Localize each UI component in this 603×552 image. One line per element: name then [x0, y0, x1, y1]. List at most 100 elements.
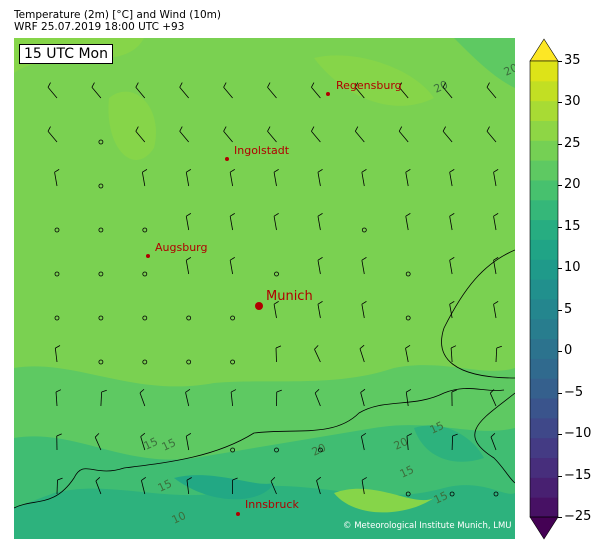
- colorbar-tick-label: 20: [564, 177, 581, 193]
- temperature-patches: [14, 38, 515, 539]
- wind-barb: [361, 301, 367, 319]
- city-marker: [146, 254, 150, 258]
- wind-barb: [179, 82, 190, 99]
- wind-barb: [185, 213, 192, 231]
- calm-wind-marker: [98, 183, 104, 189]
- wind-barb: [361, 477, 367, 495]
- wind-barb: [275, 345, 282, 363]
- wind-barb: [100, 389, 107, 407]
- wind-barb: [405, 169, 411, 187]
- city-label: Innsbruck: [245, 498, 299, 511]
- colorbar-bin: [530, 179, 558, 201]
- wind-barb: [185, 433, 192, 451]
- calm-wind-marker: [317, 447, 323, 453]
- wind-barb: [486, 82, 497, 99]
- wind-barb: [270, 477, 277, 495]
- wind-barb: [229, 169, 235, 187]
- wind-barb: [276, 389, 282, 407]
- colorbar: [529, 38, 559, 540]
- wind-barb: [223, 82, 233, 99]
- wind-barb: [406, 433, 412, 451]
- city-marker: [326, 92, 330, 96]
- wind-barb: [317, 169, 323, 187]
- wind-barb: [449, 301, 455, 319]
- calm-wind-marker: [405, 271, 411, 277]
- colorbar-bin: [530, 61, 558, 82]
- wind-barb: [398, 126, 409, 143]
- wind-barb: [47, 126, 58, 143]
- wind-barb: [179, 126, 190, 143]
- colorbar-bin: [530, 219, 558, 240]
- wind-barb: [141, 476, 147, 495]
- wind-barb: [360, 388, 366, 407]
- wind-barb: [493, 301, 499, 319]
- wind-barb: [405, 345, 411, 363]
- wind-barb: [486, 126, 497, 143]
- wind-barb: [314, 345, 321, 363]
- calm-wind-marker: [361, 227, 367, 233]
- wind-barb: [449, 169, 455, 187]
- wind-barb: [451, 433, 458, 451]
- colorbar-bin: [530, 417, 558, 439]
- calm-wind-marker: [142, 227, 148, 233]
- wind-barb: [489, 389, 497, 407]
- calm-wind-marker: [186, 315, 192, 321]
- wind-barb: [55, 389, 62, 407]
- calm-wind-marker: [449, 491, 455, 497]
- wind-barb: [54, 345, 61, 363]
- wind-barb: [360, 432, 367, 451]
- calm-wind-marker: [493, 491, 499, 497]
- colorbar-bin: [530, 120, 558, 141]
- calm-wind-marker: [230, 315, 236, 321]
- wind-barb: [267, 82, 277, 99]
- calm-wind-marker: [274, 271, 279, 277]
- contour-label: 20: [310, 441, 328, 459]
- wind-barb: [267, 126, 277, 143]
- wind-barb: [317, 213, 323, 231]
- wind-barb: [185, 169, 192, 187]
- colorbar-tick-label: −15: [564, 467, 592, 483]
- wind-barb: [47, 82, 58, 99]
- calm-wind-marker: [186, 359, 192, 365]
- city-label: Ingolstadt: [234, 144, 290, 157]
- wind-barb: [314, 389, 321, 407]
- calm-wind-marker: [98, 359, 104, 365]
- wind-barb: [141, 169, 148, 187]
- chart-subtitle: WRF 25.07.2019 18:00 UTC +93: [14, 21, 185, 33]
- wind-barb: [56, 477, 63, 495]
- wind-barb: [54, 169, 60, 187]
- wind-barb: [449, 257, 455, 275]
- colorbar-tick-label: 25: [564, 135, 581, 151]
- colorbar-bin: [530, 338, 558, 359]
- wind-barb: [354, 126, 365, 143]
- wind-barb: [135, 82, 146, 99]
- wind-barb: [451, 389, 457, 407]
- wind-barb: [442, 126, 453, 143]
- wind-barb: [311, 82, 321, 99]
- wind-barb: [361, 169, 367, 187]
- colorbar-bin: [530, 140, 558, 161]
- wind-barb: [311, 126, 321, 143]
- calm-wind-marker: [230, 359, 236, 365]
- wind-barb: [405, 213, 411, 231]
- city-marker: [225, 157, 229, 161]
- wind-barb: [490, 432, 497, 451]
- colorbar-bin: [530, 199, 558, 221]
- wind-barb: [442, 82, 453, 99]
- chart-title: Temperature (2m) [°C] and Wind (10m): [14, 9, 222, 21]
- wind-barb: [56, 433, 62, 451]
- colorbar-tick-label: 35: [564, 53, 581, 68]
- colorbar-tick-label: 0: [564, 343, 573, 359]
- wind-barb: [359, 344, 365, 363]
- wind-barb: [91, 82, 102, 99]
- colorbar-tick-label: −5: [564, 384, 584, 400]
- colorbar-bin: [530, 298, 558, 320]
- city-marker: [255, 302, 263, 310]
- calm-wind-marker: [142, 315, 148, 321]
- calm-wind-marker: [230, 447, 236, 453]
- city-label: Regensburg: [336, 79, 402, 92]
- wind-barb: [273, 301, 279, 319]
- wind-barb: [405, 389, 412, 407]
- calm-wind-marker: [274, 447, 279, 453]
